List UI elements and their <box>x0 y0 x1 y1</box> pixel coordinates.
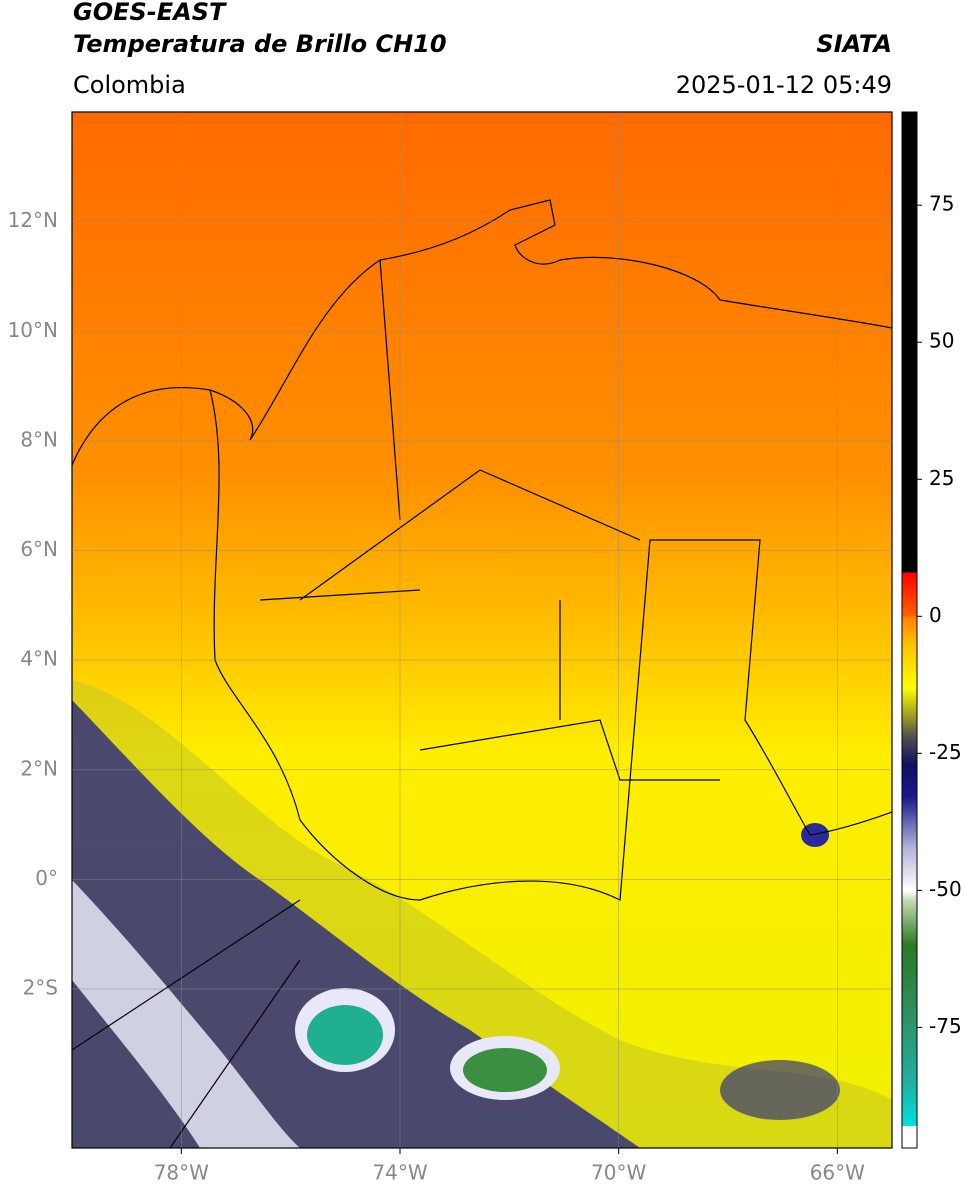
map-frame <box>71 111 893 1149</box>
lat-label: 2°S <box>23 976 58 1000</box>
lat-label: 6°N <box>20 537 58 561</box>
lat-label: 4°N <box>20 647 58 671</box>
colorbar-label: 50 <box>929 329 954 353</box>
lon-label: 78°W <box>154 1161 209 1185</box>
colorbar-label: 75 <box>929 192 954 216</box>
colorbar-label: -50 <box>929 877 962 901</box>
colorbar-label: 0 <box>929 603 942 627</box>
region: Colombia <box>73 71 186 99</box>
colorbar-label: 25 <box>929 466 954 490</box>
lon-label: 70°W <box>591 1161 646 1185</box>
graticule <box>72 112 892 1148</box>
lat-label: 12°N <box>8 208 58 232</box>
satellite-image <box>72 112 892 1148</box>
source: SIATA <box>816 30 892 58</box>
lon-label: 66°W <box>810 1161 865 1185</box>
lat-label: 0° <box>35 866 58 890</box>
title: GOES-EAST <box>73 0 227 26</box>
lon-label: 74°W <box>372 1161 427 1185</box>
lat-label: 8°N <box>20 427 58 451</box>
colorbar-label: -25 <box>929 740 962 764</box>
subtitle: Temperatura de Brillo CH10 <box>73 30 447 58</box>
lat-label: 10°N <box>8 318 58 342</box>
lat-label: 2°N <box>20 756 58 780</box>
datetime: 2025-01-12 05:49 <box>676 71 892 99</box>
colorbar <box>901 111 918 1149</box>
colorbar-label: -75 <box>929 1014 962 1038</box>
